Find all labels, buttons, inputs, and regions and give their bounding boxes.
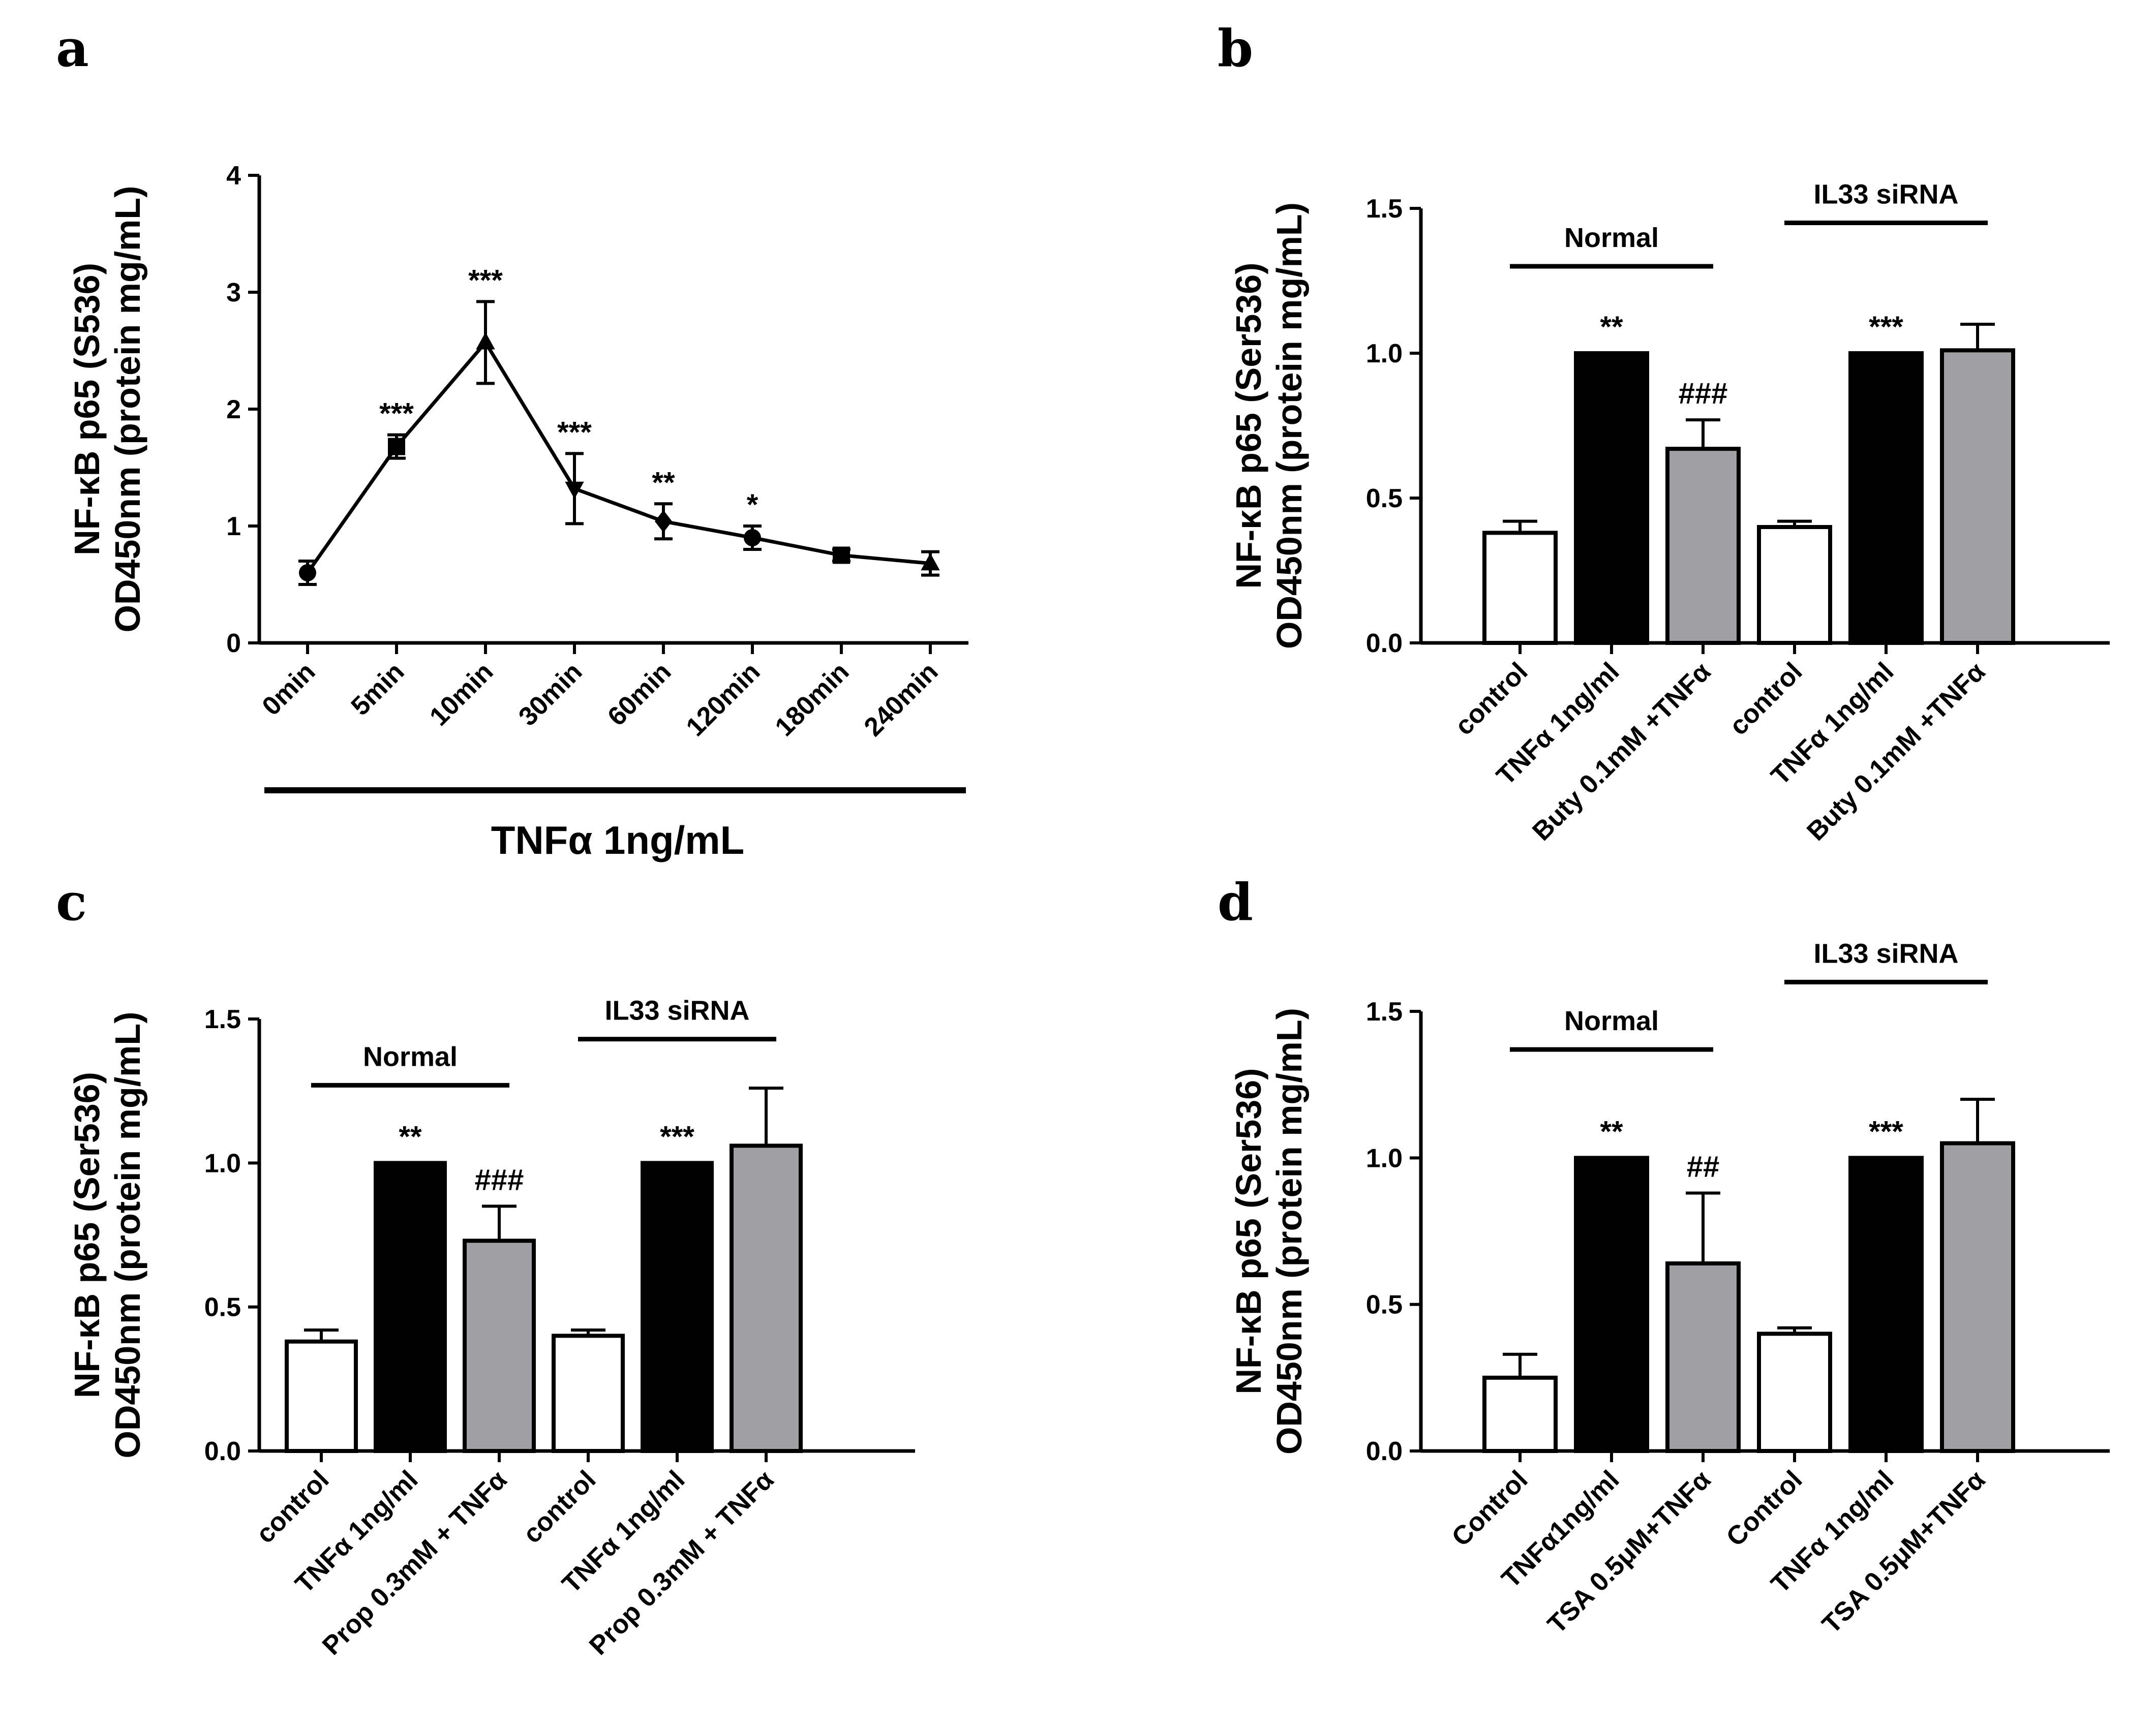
data-point: [565, 481, 584, 499]
bar: [1482, 1375, 1558, 1453]
significance-label: **: [652, 466, 675, 499]
y-axis-label: NF-κB p65 (Ser536): [1229, 263, 1268, 589]
panel-letter: c: [56, 872, 87, 932]
panel-letter: d: [1218, 872, 1253, 932]
bar: [1665, 1261, 1741, 1454]
bar: [1757, 525, 1832, 645]
group-label: IL33 siRNA: [1813, 179, 1958, 210]
y-tick-label: 2: [226, 395, 241, 424]
panel-letter: a: [56, 18, 89, 78]
significance-label: ***: [660, 1120, 694, 1153]
bar: [1940, 1141, 2015, 1453]
y-tick-label: 0.0: [204, 1437, 241, 1466]
significance-label: ***: [1869, 1115, 1903, 1148]
y-axis-label: NF-κB p65 (Ser536): [1229, 1068, 1268, 1395]
significance-label: ***: [379, 397, 414, 430]
significance-label: *: [747, 488, 758, 521]
data-point: [655, 510, 672, 533]
bar: [641, 1161, 714, 1453]
y-tick-label: 1.5: [1366, 997, 1403, 1027]
bar: [730, 1144, 803, 1453]
y-tick-label: 0: [226, 629, 241, 658]
data-point: [833, 546, 850, 564]
significance-label: **: [1600, 311, 1623, 344]
significance-label: ###: [475, 1163, 524, 1196]
group-label: Normal: [1564, 1006, 1659, 1036]
y-tick-label: 3: [226, 278, 241, 307]
bar: [463, 1239, 536, 1453]
y-tick-label: 0.0: [1366, 1437, 1403, 1466]
y-axis-label: OD450nm (protein mg/mL): [108, 186, 147, 633]
y-axis-label: OD450nm (protein mg/mL): [1269, 202, 1309, 649]
y-tick-label: 1.0: [1366, 1144, 1403, 1173]
data-point: [476, 332, 495, 350]
y-axis-label: OD450nm (protein mg/mL): [108, 1012, 147, 1459]
bar: [1482, 531, 1558, 645]
data-point: [744, 529, 761, 546]
data-point: [921, 553, 940, 571]
y-axis-label: NF-κB p65 (S536): [67, 263, 107, 555]
group-label: Normal: [363, 1041, 458, 1072]
bar: [1574, 351, 1649, 645]
y-axis-label: OD450nm (protein mg/mL): [1269, 1008, 1309, 1455]
y-tick-label: 0.5: [1366, 1290, 1403, 1320]
bar: [1848, 351, 1924, 645]
group-label: IL33 siRNA: [604, 996, 749, 1026]
data-point: [299, 564, 316, 581]
significance-label: **: [1600, 1115, 1623, 1148]
y-tick-label: 1: [226, 512, 241, 541]
y-tick-label: 4: [226, 161, 241, 191]
bar: [1665, 447, 1741, 645]
panel-b: b NF-κB p65 (Ser536) OD450nm (protein mg/m…: [1218, 18, 2110, 847]
y-tick-label: 1.5: [204, 1005, 241, 1034]
significance-label: ***: [1869, 311, 1903, 344]
y-tick-label: 1.0: [204, 1149, 241, 1178]
bar: [552, 1334, 625, 1453]
significance-label: ***: [557, 416, 592, 449]
y-tick-label: 0.0: [1366, 629, 1403, 658]
data-point: [388, 438, 405, 455]
panel-letter: b: [1218, 18, 1253, 78]
y-tick-label: 1.0: [1366, 339, 1403, 368]
series-line: [306, 339, 931, 574]
bar: [1757, 1332, 1832, 1453]
bar: [374, 1161, 447, 1453]
significance-label: ###: [1679, 377, 1728, 410]
y-tick-label: 1.5: [1366, 194, 1403, 224]
y-tick-label: 0.5: [204, 1293, 241, 1322]
bar: [1574, 1156, 1649, 1453]
x-axis-title: TNFα 1ng/mL: [491, 818, 745, 862]
bar: [1848, 1156, 1924, 1453]
significance-label: ##: [1687, 1151, 1720, 1184]
bar: [285, 1339, 358, 1454]
y-axis-label: NF-κB p65 (Ser536): [67, 1072, 107, 1398]
significance-label: ***: [468, 264, 503, 297]
bar: [1940, 348, 2015, 645]
group-label: Normal: [1564, 223, 1659, 253]
y-tick-label: 0.5: [1366, 484, 1403, 513]
significance-label: **: [399, 1120, 422, 1153]
group-label: IL33 siRNA: [1813, 938, 1958, 969]
